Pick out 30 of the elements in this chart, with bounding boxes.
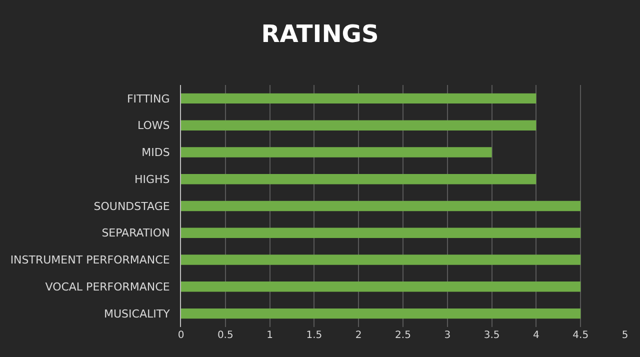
bar bbox=[181, 200, 581, 212]
bar bbox=[181, 308, 581, 319]
x-tick-label: 4.5 bbox=[572, 330, 589, 341]
x-tick-label: 3.5 bbox=[484, 330, 500, 341]
bar bbox=[181, 254, 581, 265]
y-tick-label: LOWS bbox=[138, 119, 170, 132]
bar bbox=[181, 228, 581, 238]
x-tick-label: 2.5 bbox=[395, 330, 411, 341]
y-tick-label: MUSICALITY bbox=[104, 307, 170, 320]
x-tick-label: 0.5 bbox=[217, 330, 234, 341]
y-tick-label: VOCAL PERFORMANCE bbox=[45, 280, 170, 294]
x-tick-label: 2 bbox=[355, 330, 362, 341]
y-tick-label: MIDS bbox=[142, 146, 170, 160]
y-tick-label: HIGHS bbox=[134, 172, 170, 186]
x-tick-label: 0 bbox=[178, 330, 184, 341]
chart-title: RATINGS bbox=[261, 20, 379, 48]
bar bbox=[181, 174, 536, 184]
x-tick-label: 4 bbox=[533, 330, 540, 341]
y-tick-label: SOUNDSTAGE bbox=[94, 200, 170, 213]
x-tick-label: 1.5 bbox=[306, 330, 322, 341]
y-tick-label: SEPARATION bbox=[102, 226, 170, 240]
bar bbox=[181, 93, 536, 104]
bar bbox=[181, 282, 581, 292]
x-tick-label: 5 bbox=[622, 330, 628, 341]
y-tick-label: INSTRUMENT PERFORMANCE bbox=[10, 254, 170, 267]
bar bbox=[181, 147, 492, 158]
y-tick-label: FITTING bbox=[126, 92, 170, 106]
bar bbox=[181, 120, 536, 130]
x-tick-label: 3 bbox=[444, 330, 451, 341]
x-tick-label: 1 bbox=[266, 330, 273, 341]
